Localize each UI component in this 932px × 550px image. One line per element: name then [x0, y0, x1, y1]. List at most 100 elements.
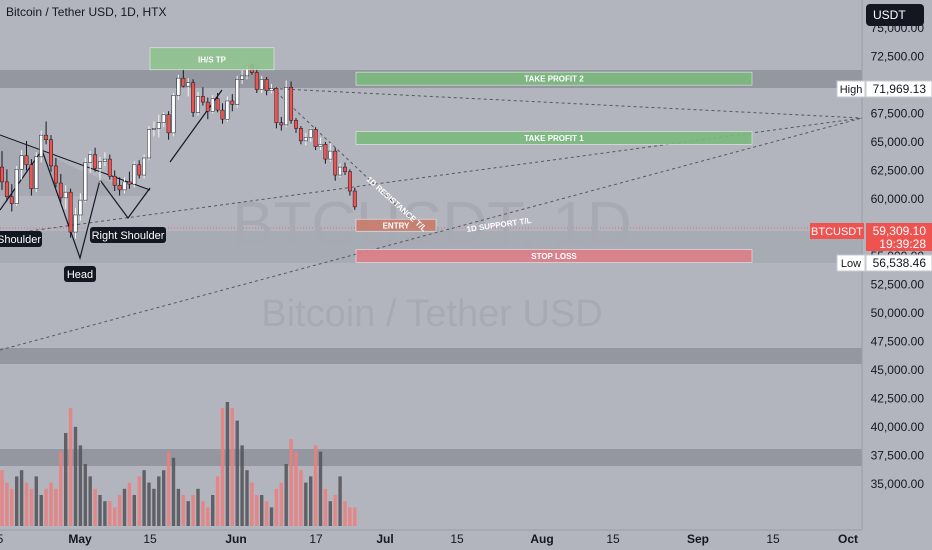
candle[interactable]: [19, 155, 24, 170]
candle[interactable]: [24, 155, 29, 166]
candle[interactable]: [196, 96, 200, 113]
candle[interactable]: [298, 128, 303, 142]
zone-label-3: ENTRY: [383, 222, 410, 231]
zone-label-1: TAKE PROFIT 1: [524, 134, 584, 143]
candle[interactable]: [137, 164, 142, 176]
time-tick: 15: [606, 532, 620, 546]
candle[interactable]: [0, 166, 4, 183]
candle[interactable]: [14, 169, 19, 204]
volume-bar: [313, 445, 318, 526]
candle[interactable]: [29, 164, 34, 189]
candle[interactable]: [181, 77, 186, 87]
candle[interactable]: [156, 122, 161, 129]
watermark-name: Bitcoin / Tether USD: [261, 293, 602, 335]
candle[interactable]: [127, 181, 132, 185]
candle[interactable]: [98, 161, 102, 169]
candle[interactable]: [259, 79, 264, 90]
zone-label-2: IH/S TP: [198, 55, 227, 64]
candle[interactable]: [186, 82, 191, 87]
candle[interactable]: [225, 100, 230, 120]
price-tick: 50,000.00: [871, 306, 925, 320]
volume-bar: [206, 507, 210, 526]
volume-bar: [323, 488, 328, 526]
candle[interactable]: [323, 144, 328, 160]
candle[interactable]: [269, 88, 274, 91]
candle[interactable]: [294, 120, 298, 129]
candle[interactable]: [78, 199, 83, 216]
candle[interactable]: [151, 128, 156, 130]
candle[interactable]: [191, 82, 196, 113]
candle[interactable]: [289, 87, 294, 121]
zone-label-4: STOP LOSS: [531, 252, 577, 261]
candle[interactable]: [215, 98, 220, 111]
candle[interactable]: [142, 157, 147, 176]
candle[interactable]: [328, 150, 333, 160]
volume-bar: [113, 507, 117, 526]
volume-bar: [299, 470, 303, 526]
candle[interactable]: [254, 72, 259, 90]
candle[interactable]: [39, 134, 44, 158]
candle[interactable]: [132, 164, 137, 185]
candle[interactable]: [220, 109, 225, 120]
candle[interactable]: [338, 166, 343, 176]
candle[interactable]: [112, 175, 117, 186]
candle[interactable]: [352, 190, 357, 208]
candle[interactable]: [4, 181, 9, 197]
volume-bar: [157, 476, 161, 526]
candle[interactable]: [313, 129, 318, 147]
candle[interactable]: [235, 79, 240, 105]
candle[interactable]: [200, 96, 205, 103]
candle[interactable]: [274, 88, 279, 123]
candle[interactable]: [284, 87, 289, 126]
volume-bar: [176, 488, 181, 526]
candle[interactable]: [83, 162, 88, 201]
candle[interactable]: [161, 114, 166, 123]
candle[interactable]: [171, 95, 176, 134]
upper-trendline: [261, 87, 863, 119]
candle[interactable]: [117, 185, 122, 191]
candle[interactable]: [44, 134, 49, 140]
candle[interactable]: [279, 122, 284, 126]
candle[interactable]: [343, 166, 347, 172]
candle[interactable]: [318, 144, 323, 147]
candle[interactable]: [88, 154, 93, 163]
volume-bar: [34, 476, 38, 526]
candle[interactable]: [49, 139, 53, 167]
volume-bar: [333, 495, 337, 526]
candle[interactable]: [68, 191, 73, 233]
time-tick: 15: [450, 532, 464, 546]
candle[interactable]: [205, 101, 210, 112]
candle[interactable]: [264, 79, 269, 91]
candle[interactable]: [73, 214, 78, 233]
candle[interactable]: [34, 156, 39, 189]
last-price-box: [866, 223, 932, 251]
low-tag: [836, 254, 866, 272]
candle[interactable]: [58, 182, 63, 199]
high-value: 71,969.13: [873, 82, 927, 96]
candle[interactable]: [166, 114, 171, 134]
candle[interactable]: [147, 129, 151, 159]
time-tick: Sep: [687, 532, 709, 546]
candle[interactable]: [53, 165, 58, 184]
time-tick: Jul: [376, 532, 393, 546]
zone-3: [355, 218, 437, 232]
candle[interactable]: [303, 137, 308, 142]
candle[interactable]: [93, 154, 98, 169]
candle[interactable]: [9, 196, 14, 204]
candle[interactable]: [107, 158, 112, 177]
candle[interactable]: [102, 158, 107, 162]
candle[interactable]: [210, 98, 215, 112]
candle[interactable]: [308, 129, 313, 138]
candle[interactable]: [63, 191, 68, 199]
candle[interactable]: [230, 100, 235, 105]
candle[interactable]: [333, 150, 338, 176]
candle[interactable]: [240, 75, 245, 80]
candle[interactable]: [347, 171, 352, 192]
volume-bar: [186, 501, 190, 526]
price-tick: 40,000.00: [871, 420, 925, 434]
candle[interactable]: [176, 77, 181, 96]
currency-button[interactable]: USDT: [866, 4, 924, 26]
candle[interactable]: [122, 181, 127, 191]
support-trendline: [0, 117, 863, 236]
